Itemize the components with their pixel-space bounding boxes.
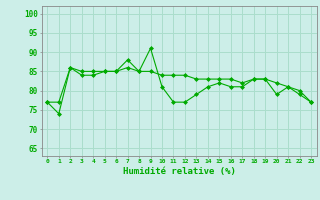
X-axis label: Humidité relative (%): Humidité relative (%)	[123, 167, 236, 176]
